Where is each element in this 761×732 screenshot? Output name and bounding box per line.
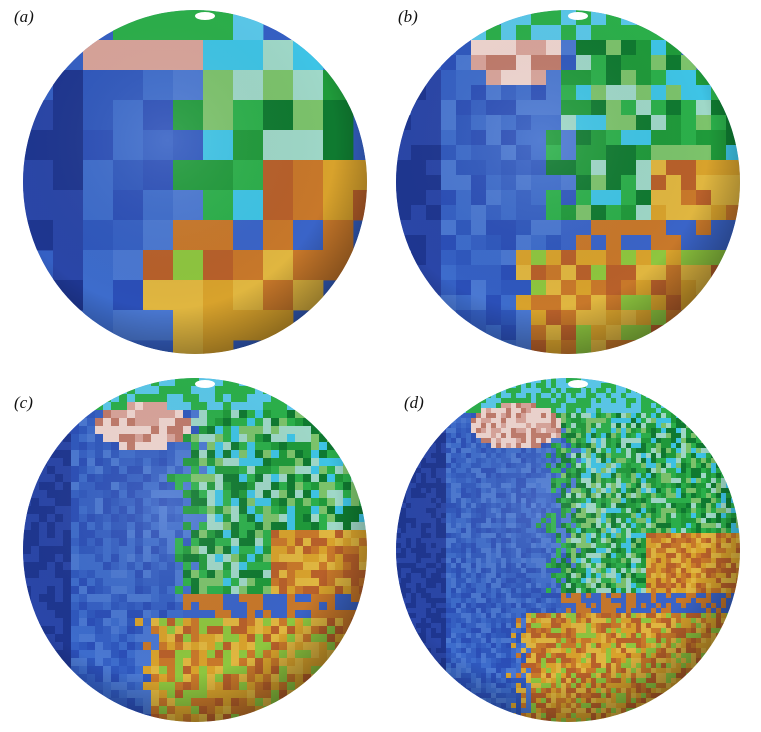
globe <box>396 378 740 722</box>
terrain-cell <box>55 658 64 667</box>
terrain-cell <box>736 588 740 594</box>
terrain-cell <box>406 473 412 479</box>
terrain-cell <box>716 458 722 464</box>
globe-shading <box>23 378 367 722</box>
terrain-cell <box>446 418 452 424</box>
terrain-cell <box>666 403 672 409</box>
terrain-cell <box>79 682 88 691</box>
terrain-cell <box>327 658 336 667</box>
globe <box>23 378 367 722</box>
terrain-cell <box>506 383 512 389</box>
globe <box>396 10 740 354</box>
terrain-cell <box>327 434 336 443</box>
globe <box>23 10 367 354</box>
terrain-cell <box>303 410 312 419</box>
terrain-cell <box>731 603 737 609</box>
panel-label: (d) <box>404 393 424 412</box>
terrain-cell <box>736 508 740 514</box>
terrain-cell <box>441 423 447 429</box>
panel-label: (b) <box>398 7 418 26</box>
terrain-cell <box>491 388 497 394</box>
terrain-cell <box>396 503 402 509</box>
terrain-cell <box>481 393 487 399</box>
terrain-cell <box>401 608 407 614</box>
terrain-cell <box>466 403 472 409</box>
terrain-cell <box>303 682 312 691</box>
terrain-cell <box>736 503 740 509</box>
globe-shading <box>23 10 367 354</box>
terrain-cell <box>396 593 402 599</box>
terrain-cell <box>401 488 407 494</box>
terrain-cell <box>671 408 677 414</box>
pole-cap <box>195 12 215 20</box>
terrain-cell <box>706 443 712 449</box>
terrain-cell <box>411 463 417 469</box>
globe-shading <box>396 10 740 354</box>
terrain-cell <box>726 478 732 484</box>
terrain-cell <box>731 488 737 494</box>
panel-label: (a) <box>14 7 34 26</box>
pole-cap <box>568 12 588 20</box>
terrain-cell <box>521 378 527 384</box>
panel-label: (c) <box>14 393 33 412</box>
terrain-cell <box>721 468 727 474</box>
terrain-cell <box>731 608 737 614</box>
terrain-cell <box>626 383 632 389</box>
terrain-cell <box>656 398 662 404</box>
terrain-cell <box>436 428 442 434</box>
terrain-cell <box>611 378 617 384</box>
terrain-cell <box>736 583 740 589</box>
terrain-cell <box>421 448 427 454</box>
pole-cap <box>195 380 215 388</box>
